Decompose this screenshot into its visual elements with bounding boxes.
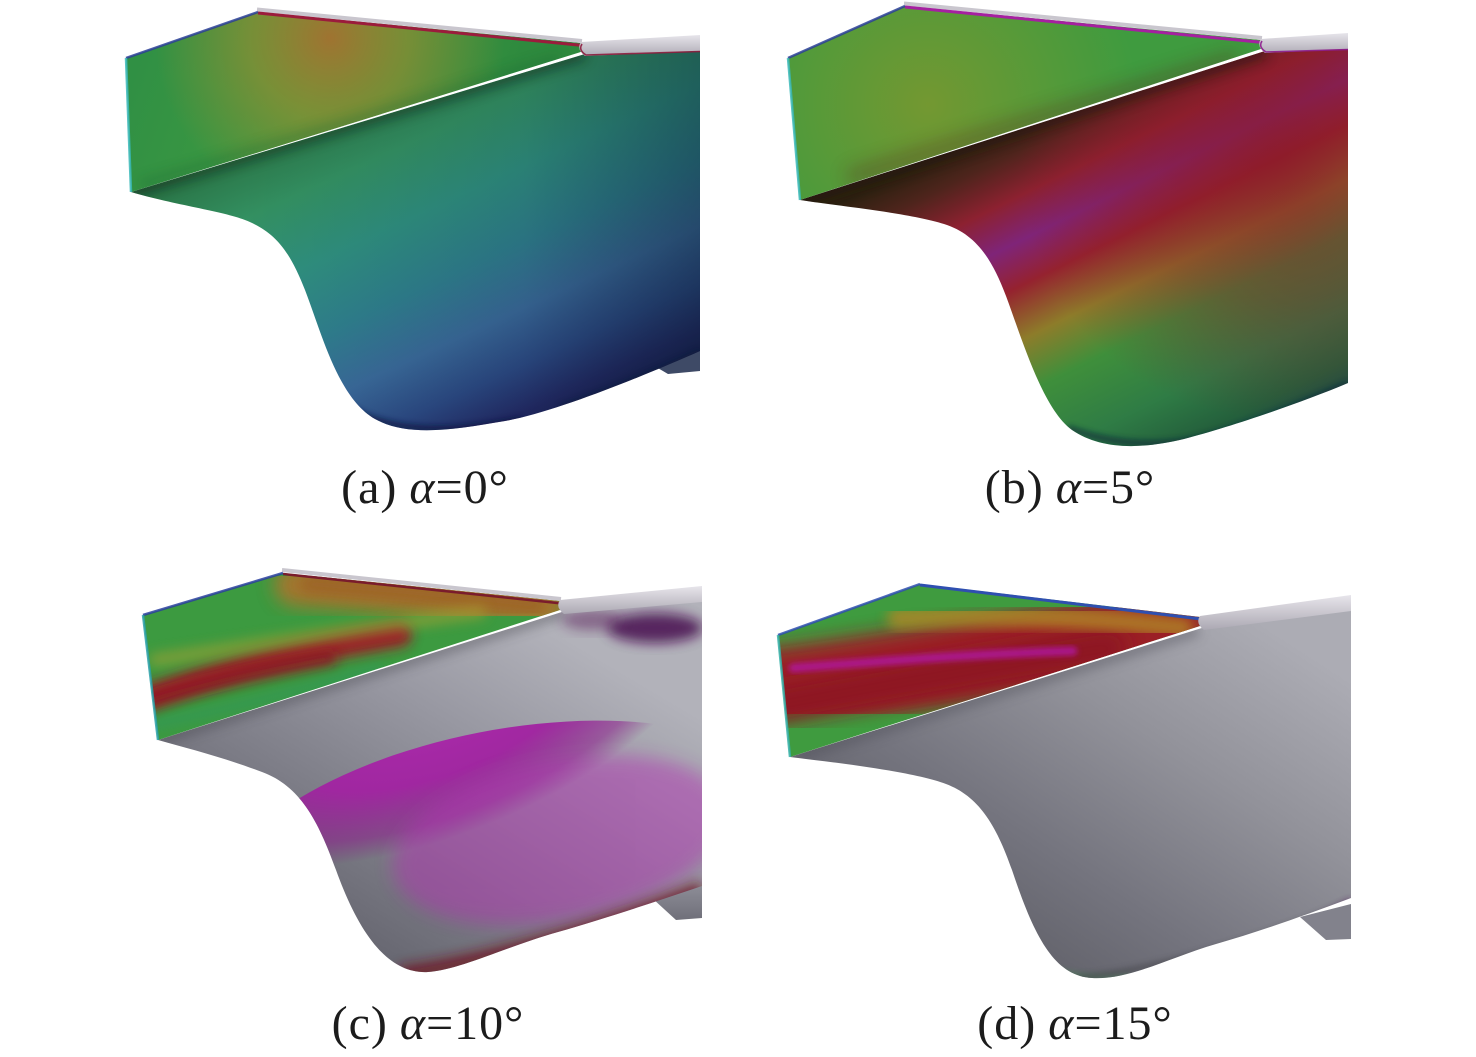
alpha-symbol-b: α [1055, 460, 1082, 514]
leading-edge-line [282, 572, 563, 605]
render-panel-d [776, 582, 1351, 979]
leading-edge-line [904, 5, 1264, 44]
alpha-symbol-a: α [409, 460, 436, 514]
left-edge-top [787, 4, 906, 60]
left-edge-side [124, 57, 133, 193]
left-edge-top [777, 582, 921, 637]
aft-strip [1259, 33, 1348, 53]
caption-panel-a: (a) α =0° [0, 448, 738, 526]
alpha-symbol-c: α [399, 996, 427, 1050]
tail-surface [652, 885, 702, 920]
leading-edge-sliver [256, 7, 583, 43]
aft-strip-rim [1259, 40, 1349, 53]
aft-strip [558, 586, 702, 614]
caption-panel-b: (b) α =5° [738, 448, 1476, 526]
render-panel-b [786, 1, 1349, 447]
caption-panel-c: (c) α =10° [0, 984, 738, 1057]
alpha-symbol-d: α [1048, 996, 1075, 1050]
left-edge-side [786, 57, 802, 201]
top-face [143, 573, 563, 740]
left-edge-top [125, 10, 259, 60]
left-edge-side [141, 614, 160, 741]
render-panel-a [124, 7, 701, 431]
render-panel-c [141, 568, 702, 973]
alpha-value-c: =10° [426, 996, 525, 1050]
caption-label-c: (c) [331, 996, 388, 1050]
leading-edge-line [919, 583, 1202, 621]
caption-label-a: (a) [341, 460, 398, 514]
leading-edge-sliver [281, 568, 562, 601]
caption-label-b: (b) [984, 460, 1044, 514]
top-face [788, 6, 1264, 200]
alpha-value-d: =15° [1074, 996, 1173, 1050]
left-edge-top [142, 571, 284, 617]
alpha-value-b: =5° [1081, 460, 1156, 514]
aft-strip [579, 35, 700, 56]
tail-surface [1300, 904, 1351, 940]
leading-edge-line [257, 11, 584, 47]
left-edge-side [776, 634, 792, 758]
leading-edge-sliver [903, 1, 1263, 40]
aft-strip-rim [579, 43, 701, 56]
caption-label-d: (d) [977, 996, 1037, 1050]
alpha-value-a: =0° [435, 460, 509, 514]
aft-strip [1198, 595, 1351, 630]
top-face [778, 584, 1203, 757]
caption-panel-d: (d) α =15° [738, 984, 1476, 1057]
top-face [126, 12, 584, 192]
